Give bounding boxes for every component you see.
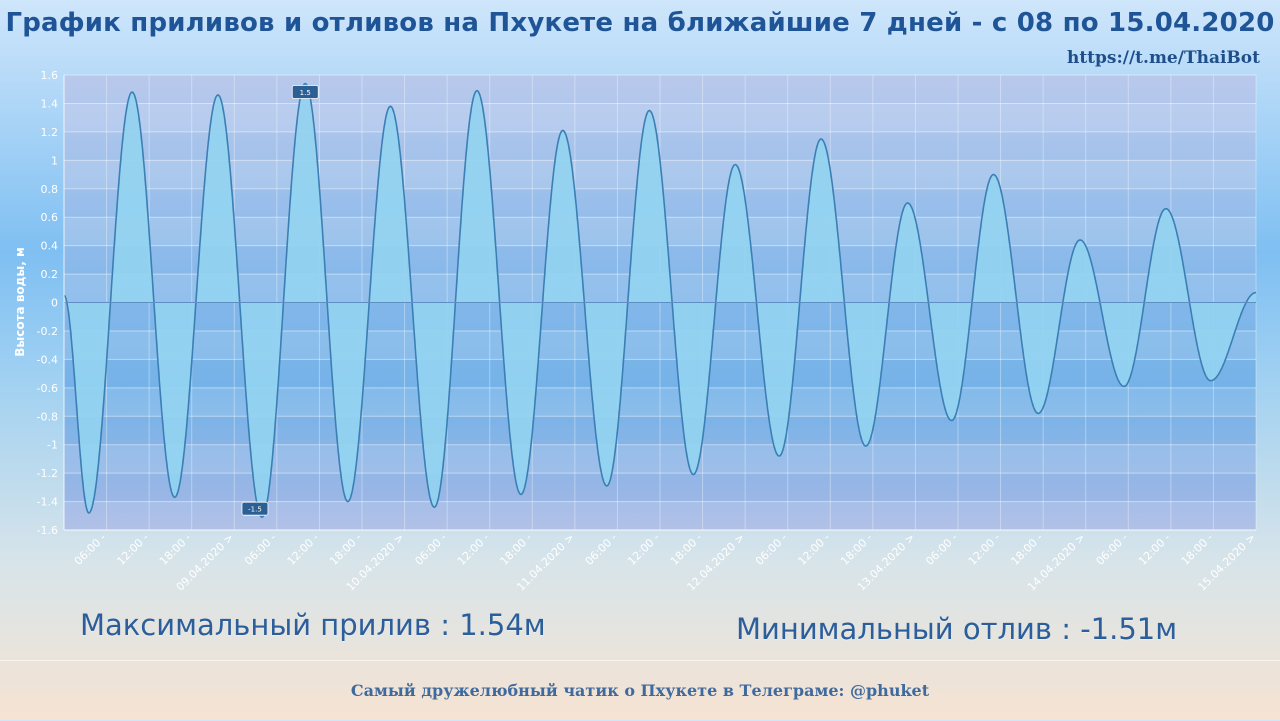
tide-chart: 1.6 1.4 1.2 1 0.8 0.6 0.4 0.2 0 -0.2 -0.4 -0.6 -0.8 -… — [13, 69, 1258, 594]
y-tick-label: 0 — [51, 297, 58, 310]
x-tick-label: 12:00 - — [966, 531, 1003, 568]
y-tick-label: -1 — [47, 439, 58, 452]
footer: Самый дружелюбный чатик о Пхукете в Теле… — [0, 660, 1280, 721]
y-axis-label: Высота воды, м — [13, 247, 27, 357]
x-tick-label: 12:00 - — [114, 531, 151, 568]
x-axis: 06:00 -12:00 -18:00 -09.04.2020 >06:00 -… — [64, 529, 1258, 594]
min-tide-label: Минимальный отлив : -1.51м — [736, 612, 1178, 646]
y-tick-label: -1.4 — [37, 496, 58, 509]
y-tick-label: 1.6 — [41, 69, 59, 82]
annotations: 1.5 -1.5 — [241, 85, 319, 516]
x-tick-label: 18:00 - — [498, 531, 535, 568]
page-title: График приливов и отливов на Пхукете на … — [5, 8, 1275, 38]
extreme-badge: 1.5 — [291, 85, 319, 99]
x-tick-label: 18:00 - — [838, 531, 875, 568]
y-tick-label: 0.2 — [41, 268, 59, 281]
x-tick-label: 12:00 - — [625, 531, 662, 568]
x-tick-label: 12:00 - — [1136, 531, 1173, 568]
x-tick-label: 06:00 - — [583, 531, 620, 568]
x-tick-label: 06:00 - — [753, 531, 790, 568]
x-tick-label: 18:00 - — [1008, 531, 1045, 568]
tide-line — [63, 82, 1257, 519]
x-tick-label: 12:00 - — [285, 531, 322, 568]
x-tick-label: 12:00 - — [796, 531, 833, 568]
x-tick-label: 18:00 - — [157, 531, 194, 568]
x-tick-label: 18:00 - — [327, 531, 364, 568]
y-tick-label: 0.6 — [41, 211, 59, 224]
badge-box — [291, 85, 319, 99]
y-axis: 1.6 1.4 1.2 1 0.8 0.6 0.4 0.2 0 -0.2 -0.4 -0.6 -0.8 -… — [37, 69, 65, 537]
badge-label: -1.5 — [248, 506, 262, 514]
extreme-badge: -1.5 — [241, 501, 269, 516]
badge-label: 1.5 — [300, 89, 311, 97]
y-tick-label: 1 — [51, 154, 58, 167]
x-tick-label: 06:00 - — [923, 531, 960, 568]
y-tick-label: 0.4 — [41, 240, 59, 253]
y-tick-label: -0.6 — [37, 382, 58, 395]
max-tide-label: Максимальный прилив : 1.54м — [80, 608, 546, 642]
y-tick-label: -0.8 — [37, 410, 58, 423]
x-tick-label: 06:00 - — [72, 531, 109, 568]
x-tick-label: 12:00 - — [455, 531, 492, 568]
y-tick-label: 0.8 — [41, 183, 59, 196]
source-link[interactable]: https://t.me/ThaiBot — [1066, 48, 1260, 68]
x-tick-label: 06:00 - — [242, 531, 279, 568]
y-tick-label: -1.6 — [37, 524, 58, 537]
footer-text: Самый дружелюбный чатик о Пхукете в Теле… — [350, 681, 930, 700]
grid-band — [64, 103, 1256, 132]
x-tick-label: 18:00 - — [1179, 531, 1216, 568]
y-tick-label: -1.2 — [37, 467, 58, 480]
y-tick-label: 1.4 — [41, 97, 59, 110]
y-tick-label: 1.2 — [41, 126, 59, 139]
y-tick-label: -0.2 — [37, 325, 58, 338]
badge-box — [241, 501, 269, 516]
y-tick-label: -0.4 — [37, 353, 58, 366]
x-tick-label: 06:00 - — [412, 531, 449, 568]
x-tick-label: 18:00 - — [668, 531, 705, 568]
x-tick-label: 06:00 - — [1094, 531, 1131, 568]
